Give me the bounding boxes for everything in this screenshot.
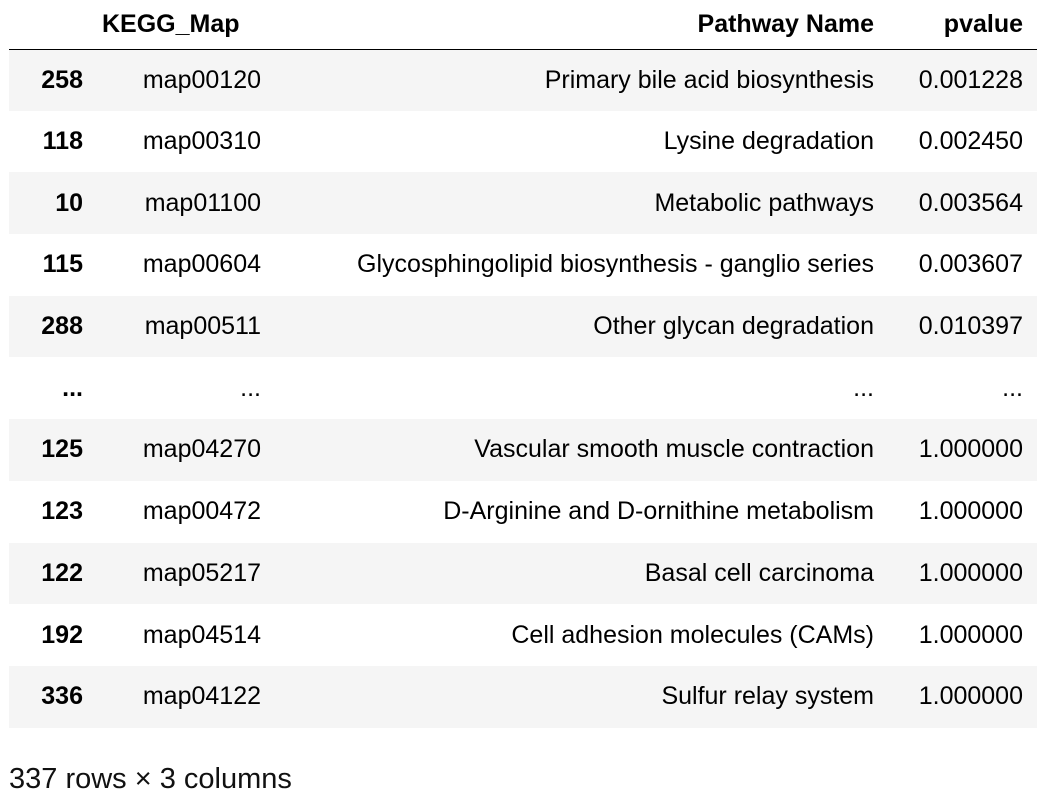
cell-pvalue: 1.000000 — [918, 435, 1023, 464]
row-index: ... — [62, 373, 83, 402]
cell-kegg-map: map04122 — [142, 682, 261, 711]
row-index: 192 — [41, 620, 83, 649]
cell-pathway-name: D-Arginine and D-ornithine metabolism — [443, 497, 874, 526]
cell-pvalue: 1.000000 — [918, 558, 1023, 587]
table-row: 118 map00310 Lysine degradation 0.002450 — [9, 110, 1037, 173]
row-index: 258 — [41, 65, 83, 94]
cell-kegg-map: ... — [240, 373, 261, 402]
table-row: 288 map00511 Other glycan degradation 0.010… — [9, 295, 1037, 358]
row-index: 118 — [42, 127, 83, 156]
table-body: 258 map00120 Primary bile acid biosynthesi… — [9, 49, 1037, 728]
cell-pathway-name: Basal cell carcinoma — [644, 558, 874, 587]
cell-pathway-name: Glycosphingolipid biosynthesis - ganglio… — [357, 250, 874, 279]
dataframe-shape-info: 337 rows × 3 columns — [9, 763, 292, 795]
cell-pvalue: ... — [1002, 373, 1023, 402]
header-index — [9, 0, 97, 50]
table-row: 115 map00604 Glycosphingolipid biosynthesi… — [9, 234, 1037, 296]
table-row: 10 map01100 Metabolic pathways 0.003564 — [9, 172, 1037, 235]
table-row: 192 map04514 Cell adhesion molecules (CAMs… — [9, 604, 1037, 666]
cell-kegg-map: map00120 — [142, 65, 261, 94]
table-row: 336 map04122 Sulfur relay system 1.000000 — [9, 665, 1037, 728]
cell-kegg-map: map05217 — [142, 558, 261, 587]
header-pvalue: pvalue — [888, 0, 1037, 50]
header-pathway-name: Pathway Name — [275, 0, 888, 50]
row-index: 115 — [42, 250, 83, 279]
cell-kegg-map: map00472 — [142, 497, 261, 526]
cell-kegg-map: map01100 — [144, 188, 261, 217]
table-row: 123 map00472 D-Arginine and D-ornithine me… — [9, 480, 1037, 543]
cell-pvalue: 1.000000 — [918, 682, 1023, 711]
row-index: 336 — [41, 682, 83, 711]
cell-pvalue: 1.000000 — [918, 620, 1023, 649]
cell-pvalue: 1.000000 — [918, 497, 1023, 526]
cell-kegg-map: map00604 — [142, 250, 261, 279]
cell-pathway-name: ... — [853, 373, 874, 402]
cell-kegg-map: map00511 — [144, 312, 261, 341]
cell-kegg-map: map04514 — [142, 620, 261, 649]
dataframe-table: KEGG_Map Pathway Name pvalue 258 map00120… — [9, 0, 1037, 728]
cell-pvalue: 0.002450 — [918, 127, 1023, 156]
cell-pathway-name: Vascular smooth muscle contraction — [474, 435, 874, 464]
cell-pvalue: 0.001228 — [918, 65, 1023, 94]
cell-pathway-name: Lysine degradation — [663, 127, 874, 156]
cell-pvalue: 0.003564 — [918, 188, 1023, 217]
cell-pvalue: 0.003607 — [918, 250, 1023, 279]
table-row: 122 map05217 Basal cell carcinoma 1.000000 — [9, 542, 1037, 605]
cell-pathway-name: Other glycan degradation — [593, 312, 874, 341]
table-header: KEGG_Map Pathway Name pvalue — [9, 0, 1037, 50]
cell-pathway-name: Metabolic pathways — [654, 188, 874, 217]
header-kegg-map: KEGG_Map — [97, 0, 275, 50]
table-row: 258 map00120 Primary bile acid biosynthesi… — [9, 49, 1037, 111]
cell-pathway-name: Sulfur relay system — [661, 682, 874, 711]
cell-kegg-map: map04270 — [142, 435, 261, 464]
row-index: 288 — [41, 312, 83, 341]
cell-pvalue: 0.010397 — [918, 312, 1023, 341]
cell-pathway-name: Cell adhesion molecules (CAMs) — [511, 620, 874, 649]
row-index: 123 — [41, 497, 83, 526]
table-row: ............ — [9, 357, 1037, 420]
cell-kegg-map: map00310 — [142, 127, 261, 156]
table-row: 125 map04270 Vascular smooth muscle contra… — [9, 419, 1037, 481]
row-index: 122 — [41, 558, 83, 587]
header-row: KEGG_Map Pathway Name pvalue — [9, 0, 1037, 50]
cell-pathway-name: Primary bile acid biosynthesis — [544, 65, 874, 94]
dataframe-output: KEGG_Map Pathway Name pvalue 258 map00120… — [9, 0, 1037, 728]
row-index: 10 — [55, 188, 83, 217]
row-index: 125 — [41, 435, 83, 464]
